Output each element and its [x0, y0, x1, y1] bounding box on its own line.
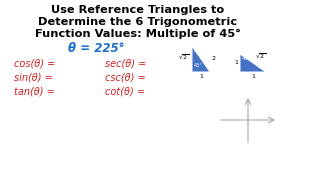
- Text: tan(θ) =: tan(θ) =: [14, 86, 55, 96]
- Text: 2: 2: [211, 57, 215, 62]
- Text: 45°: 45°: [194, 49, 203, 54]
- Text: sec(θ) =: sec(θ) =: [105, 58, 146, 68]
- Text: Determine the 6 Trigonometric: Determine the 6 Trigonometric: [38, 17, 237, 27]
- Text: 45°: 45°: [194, 63, 203, 68]
- Text: Use Reference Triangles to: Use Reference Triangles to: [52, 5, 225, 15]
- Text: 45°: 45°: [258, 65, 267, 70]
- Text: 45°: 45°: [242, 56, 251, 61]
- Text: cot(θ) =: cot(θ) =: [105, 86, 145, 96]
- Text: 1: 1: [251, 74, 255, 79]
- Text: Function Values: Multiple of 45°: Function Values: Multiple of 45°: [35, 29, 241, 39]
- Text: $\sqrt{2}$: $\sqrt{2}$: [179, 53, 190, 61]
- Text: cos(θ) =: cos(θ) =: [14, 58, 55, 68]
- Text: csc(θ) =: csc(θ) =: [105, 72, 146, 82]
- Text: $\sqrt{2}$: $\sqrt{2}$: [255, 51, 267, 60]
- Polygon shape: [192, 46, 210, 72]
- Text: θ = 225°: θ = 225°: [68, 42, 124, 55]
- Text: 1: 1: [199, 74, 203, 79]
- Polygon shape: [240, 54, 266, 72]
- Text: 1: 1: [234, 60, 238, 66]
- Text: sin(θ) =: sin(θ) =: [14, 72, 53, 82]
